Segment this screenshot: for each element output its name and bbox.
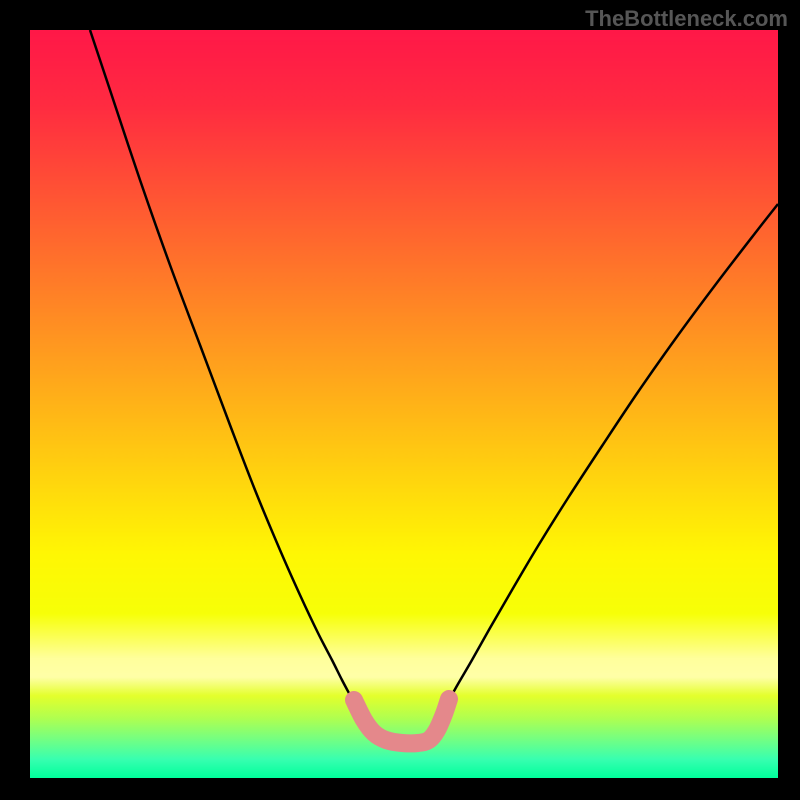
curves-overlay — [30, 30, 778, 778]
curve-right — [442, 204, 778, 713]
curve-left — [90, 30, 360, 713]
pink-valley-stroke — [354, 699, 449, 743]
watermark-text: TheBottleneck.com — [585, 6, 788, 32]
plot-area — [30, 30, 778, 778]
